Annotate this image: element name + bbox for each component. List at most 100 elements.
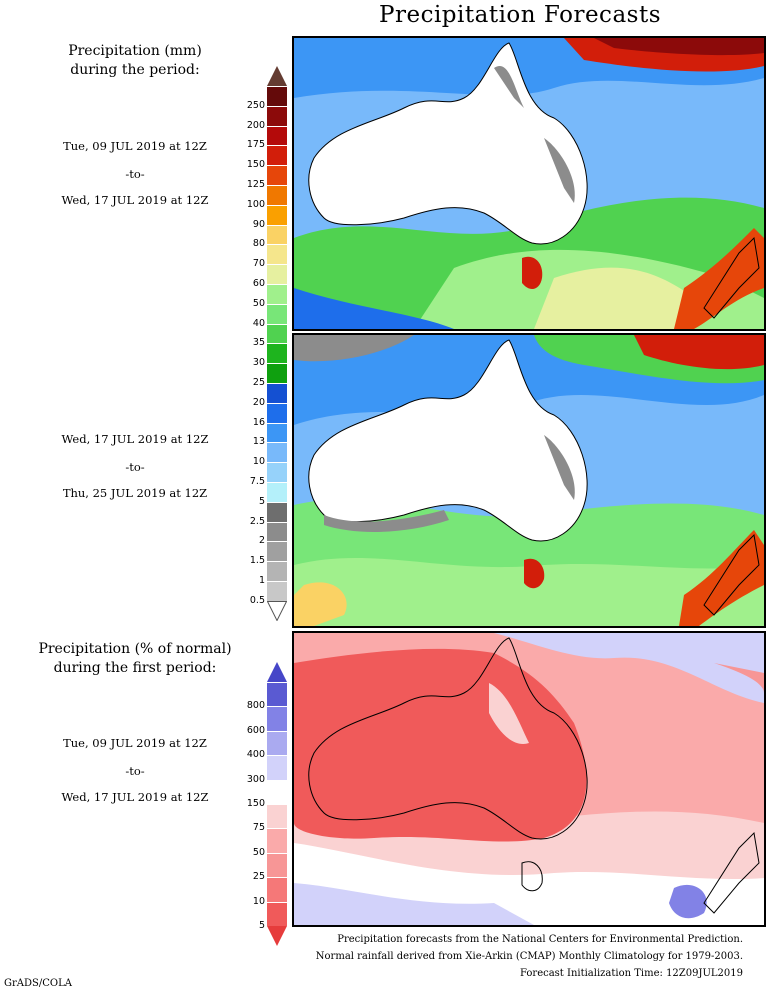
period3-start: Tue, 09 JUL 2019 at 12Z (63, 736, 207, 750)
colorbar-tick-label: 16 (252, 416, 265, 428)
colorbar-segment (267, 383, 287, 403)
colorbar-segment (267, 165, 287, 185)
anomaly-legend-heading-line2: during the first period: (53, 660, 217, 676)
colorbar-tick-label: 50 (252, 297, 265, 309)
footer-line2: Normal rainfall derived from Xie-Arkin (… (315, 951, 743, 962)
colorbar-segment (267, 244, 287, 265)
amount-legend-heading: Precipitation (mm) during the period: (30, 42, 240, 80)
colorbar-tick-label: 80 (252, 238, 265, 250)
colorbar-tick-label: 600 (246, 724, 265, 736)
colorbar-segment (267, 145, 287, 166)
colorbar-tick-label: 150 (246, 159, 265, 171)
colorbar-segment (267, 828, 287, 853)
colorbar-tick-label: 5 (258, 495, 265, 507)
period1-end: Wed, 17 JUL 2019 at 12Z (61, 193, 209, 207)
forecast-map-period1 (292, 36, 766, 331)
colorbar-top-arrow (267, 662, 287, 682)
credit-label: GrADS/COLA (4, 978, 72, 989)
colorbar-bottom-arrow-outline (267, 600, 287, 621)
colorbar-segment (267, 852, 287, 878)
colorbar-tick-label: 30 (252, 357, 265, 369)
colorbar-tick-label: 90 (252, 218, 265, 230)
period3-sep: -to- (125, 764, 145, 778)
colorbar-tick-label: 40 (252, 317, 265, 329)
colorbar-segment (267, 804, 287, 829)
colorbar-segment (267, 541, 287, 562)
colorbar-segment (267, 224, 287, 245)
colorbar-segment (267, 422, 287, 443)
colorbar-segment (267, 303, 287, 324)
period1-sep: -to- (125, 167, 145, 181)
colorbar-tick-label: 1 (258, 575, 265, 586)
colorbar-tick-label: 35 (252, 337, 265, 349)
colorbar-tick-label: 800 (246, 700, 265, 712)
colorbar-tick-label: 100 (246, 198, 265, 210)
colorbar-segment (267, 901, 287, 926)
colorbar-tick-label: 10 (252, 895, 265, 907)
forecast-map-period2 (292, 333, 766, 628)
colorbar-tick-label: 20 (252, 396, 265, 408)
colorbar-segment (267, 521, 287, 542)
footer-line1: Precipitation forecasts from the Nationa… (337, 934, 743, 945)
colorbar-tick-label: 250 (246, 99, 265, 111)
colorbar-bottom-arrow (267, 926, 287, 946)
colorbar-segment (267, 877, 287, 902)
colorbar-segment (267, 264, 287, 284)
colorbar-tick-label: 200 (246, 119, 265, 131)
colorbar-segment (267, 323, 287, 344)
period2-start: Wed, 17 JUL 2019 at 12Z (61, 432, 209, 446)
colorbar-segment (267, 779, 287, 804)
colorbar-tick-label: 2.5 (249, 515, 265, 527)
colorbar-tick-label: 10 (252, 456, 265, 468)
period2-sep: -to- (125, 460, 145, 474)
colorbar-top-arrow (267, 66, 287, 86)
colorbar-segment (267, 730, 287, 756)
colorbar-segment (267, 402, 287, 423)
period1-start: Tue, 09 JUL 2019 at 12Z (63, 139, 207, 153)
colorbar-segment (267, 442, 287, 463)
colorbar-tick-label: 300 (246, 773, 265, 785)
colorbar-tick-label: 0.5 (249, 594, 265, 606)
anomaly-colorbar-ticks: 5 10 25 50 75 150 300 400 600 800 (205, 662, 265, 931)
colorbar-segment (267, 561, 287, 581)
colorbar-segment (267, 462, 287, 482)
colorbar-tick-label: 150 (246, 798, 265, 809)
colorbar-tick-label: 75 (252, 822, 265, 834)
colorbar-segment (267, 105, 287, 126)
colorbar-tick-label: 125 (246, 179, 265, 190)
colorbar-tick-label: 70 (252, 258, 265, 270)
period3-end: Wed, 17 JUL 2019 at 12Z (61, 790, 209, 804)
colorbar-segment (267, 204, 287, 225)
anomaly-colorbar (267, 662, 287, 946)
footer-notes: Precipitation forecasts from the Nationa… (316, 931, 743, 982)
colorbar-tick-label: 25 (252, 871, 265, 883)
colorbar-tick-label: 13 (252, 436, 265, 448)
colorbar-segment (267, 363, 287, 383)
amount-colorbar (267, 66, 287, 621)
anomaly-legend-heading: Precipitation (% of normal) during the f… (30, 640, 240, 678)
colorbar-segment (267, 581, 287, 601)
colorbar-tick-label: 175 (246, 139, 265, 151)
colorbar-segment (267, 501, 287, 522)
colorbar-segment (267, 343, 287, 364)
colorbar-tick-label: 5 (258, 920, 265, 931)
colorbar-tick-label: 50 (252, 846, 265, 858)
colorbar-segment (267, 284, 287, 304)
colorbar-tick-label: 60 (252, 278, 265, 289)
amount-colorbar-ticks: 0.5 1 1.5 2 2.5 5 7.5 10 13 16 20 25 30 35 40 50 60 70 80 9… (205, 66, 265, 606)
colorbar-tick-label: 400 (246, 749, 265, 761)
colorbar-tick-label: 1.5 (249, 555, 265, 567)
footer-line3: Forecast Initialization Time: 12Z09JUL20… (520, 968, 743, 979)
colorbar-segment (267, 86, 287, 106)
colorbar-segment (267, 125, 287, 146)
anomaly-map-period1 (292, 631, 766, 927)
amount-legend-heading-line2: during the period: (70, 62, 200, 78)
colorbar-segment (267, 482, 287, 502)
colorbar-tick-label: 25 (252, 377, 265, 388)
anomaly-legend-heading-line1: Precipitation (% of normal) (38, 641, 232, 657)
colorbar-tick-label: 7.5 (249, 476, 265, 487)
colorbar-tick-label: 2 (258, 535, 265, 547)
amount-legend-heading-line1: Precipitation (mm) (68, 43, 202, 59)
page-title: Precipitation Forecasts (378, 2, 662, 28)
colorbar-segment (267, 185, 287, 205)
